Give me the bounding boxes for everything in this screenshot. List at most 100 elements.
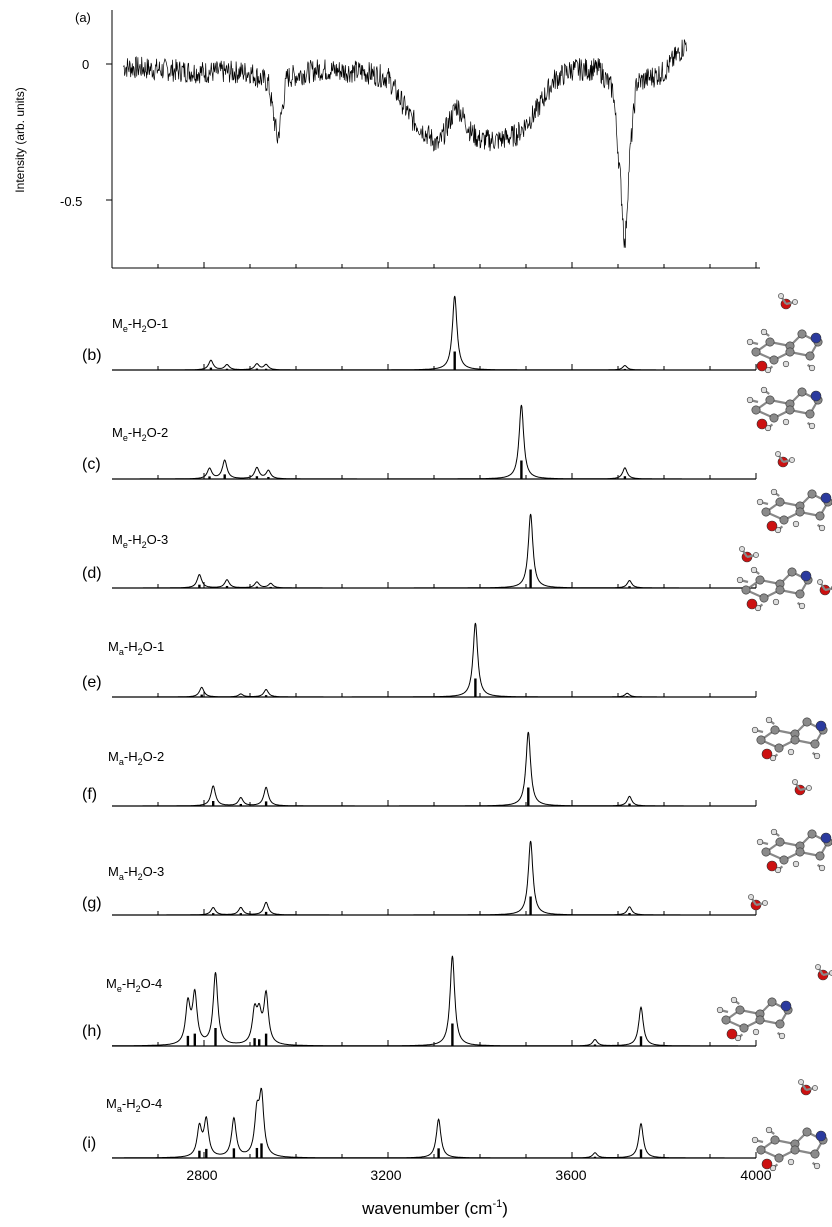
atom: [756, 360, 768, 372]
atom: [779, 515, 789, 525]
atom: [820, 492, 832, 504]
x-axis: 2800 3200 3600 4000 wavenumber (cm-1): [186, 1167, 771, 1218]
panel-d: (d) Me-H2O-3: [82, 513, 757, 589]
spectrum-curve: [112, 840, 747, 916]
atom: [761, 1158, 773, 1170]
atom: [820, 832, 832, 844]
atom: [778, 293, 784, 299]
atom: [797, 387, 807, 397]
atom: [766, 860, 778, 872]
atom: [787, 567, 797, 577]
atom: [790, 735, 800, 745]
spectrum-curve: [112, 404, 747, 480]
spectrum-curve: [112, 513, 747, 589]
atom: [716, 1006, 724, 1014]
atom: [805, 409, 815, 419]
atom: [815, 964, 821, 970]
atom: [756, 1145, 766, 1155]
spectrum-curve: [112, 622, 747, 698]
x-tick-label-3200: 3200: [370, 1167, 401, 1183]
atom: [815, 1130, 827, 1142]
atom: [774, 743, 784, 753]
atom: [810, 1149, 820, 1159]
atom: [748, 894, 754, 900]
atom: [755, 1015, 765, 1025]
y-tick-label-neg-0-5: -0.5: [60, 194, 82, 209]
x-axis-label: wavenumber (cm-1): [361, 1198, 508, 1218]
atom: [756, 735, 766, 745]
top-panel-ticks: [106, 63, 757, 268]
species-label: Ma-H2O-2: [108, 749, 164, 767]
panel-label: (g): [82, 895, 102, 912]
atom: [795, 589, 805, 599]
panel-label: (f): [82, 786, 97, 803]
atom: [735, 1005, 745, 1015]
panel-a-measured-spectrum: (a) Intensity (arb. units) 0 -0.5: [13, 10, 760, 269]
atom: [789, 457, 795, 463]
molecule-structures: [716, 293, 832, 1172]
atom: [810, 739, 820, 749]
panel-label: (i): [82, 1135, 96, 1152]
atom: [756, 838, 764, 846]
molecule-d: [739, 488, 832, 563]
atom: [813, 1162, 821, 1170]
atom: [775, 1019, 785, 1029]
species-label: Ma-H2O-3: [108, 864, 164, 882]
atom: [739, 546, 745, 552]
molecule-f: [751, 716, 828, 796]
panel-label: (d): [82, 565, 102, 582]
atom: [785, 405, 795, 415]
atom: [755, 575, 765, 585]
atom: [775, 451, 781, 457]
molecule-h: [716, 964, 832, 1042]
panel-e: (e) Ma-H2O-1: [82, 622, 757, 698]
atom: [775, 585, 785, 595]
atom: [807, 489, 817, 499]
atom: [792, 299, 798, 305]
atom: [770, 725, 780, 735]
atom: [779, 855, 789, 865]
atom: [746, 396, 754, 404]
atom: [739, 1023, 749, 1033]
atom: [753, 552, 759, 558]
atom: [787, 1158, 795, 1166]
atom: [751, 347, 761, 357]
atom: [767, 997, 777, 1007]
atom: [778, 1032, 786, 1040]
atom: [802, 1127, 812, 1137]
atom: [770, 488, 778, 496]
molecule-g: [748, 828, 832, 911]
atom: [770, 828, 778, 836]
molecule-e: [736, 566, 832, 612]
atom: [746, 338, 754, 346]
atom: [736, 576, 744, 584]
atom: [797, 329, 807, 339]
panel-label: (h): [82, 1023, 102, 1040]
atom: [765, 716, 773, 724]
panel-i: (i) Ma-H2O-4: [82, 1087, 757, 1159]
atom: [756, 498, 764, 506]
atom: [808, 364, 816, 372]
atom: [772, 598, 780, 606]
y-axis-label: Intensity (arb. units): [13, 87, 27, 192]
spectrum-curve: [112, 1087, 747, 1159]
atom: [798, 602, 806, 610]
atom: [751, 1136, 759, 1144]
atom: [780, 1000, 792, 1012]
atom: [790, 1145, 800, 1155]
atom: [746, 598, 758, 610]
atom: [765, 395, 775, 405]
atom: [782, 418, 790, 426]
atom: [800, 570, 812, 582]
atom: [761, 847, 771, 857]
atom: [795, 507, 805, 517]
molecule-i: [751, 1079, 828, 1172]
atom: [726, 1028, 738, 1040]
panel-g: (g) Ma-H2O-3: [82, 840, 757, 916]
species-label: Me-H2O-2: [112, 425, 168, 443]
atom: [792, 520, 800, 528]
atom: [805, 351, 815, 361]
atom: [818, 864, 826, 872]
y-tick-label-0: 0: [82, 57, 89, 72]
atom: [766, 520, 778, 532]
